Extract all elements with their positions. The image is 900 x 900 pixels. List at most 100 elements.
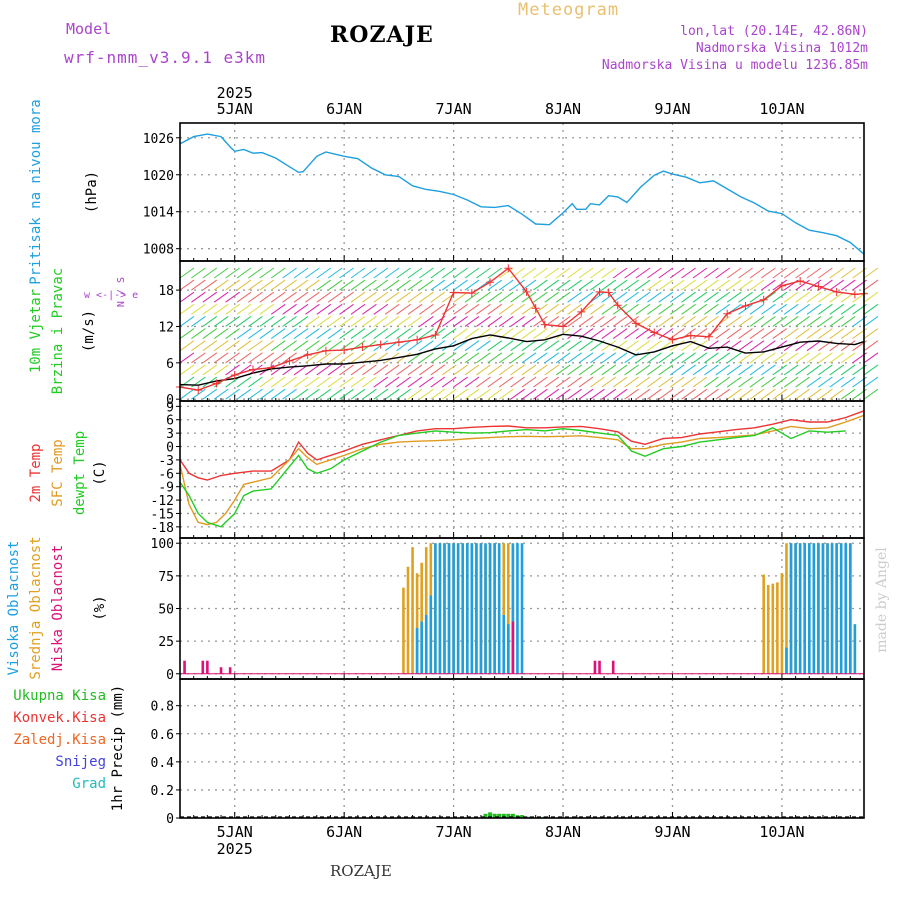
- wind-barb: [715, 279, 731, 291]
- wind-barb: [704, 364, 719, 376]
- wind-barb: [384, 388, 400, 400]
- wind-barb: [669, 267, 685, 279]
- wind-barb: [259, 340, 275, 352]
- wind-barb: [305, 340, 320, 352]
- bar-clouds-1: [789, 543, 793, 674]
- wind-barb: [692, 388, 708, 400]
- wind-barb: [441, 340, 457, 352]
- wind-barb: [396, 328, 411, 339]
- y-tick-label: 18: [158, 284, 174, 299]
- y-tick-label: -18: [151, 521, 174, 536]
- panel-frame-precip: [179, 678, 865, 819]
- wind-barb: [248, 279, 263, 291]
- wind-barb: [225, 328, 240, 339]
- wind-barb: [259, 291, 275, 303]
- wind-barb: [248, 291, 263, 303]
- y-tick-label: 6: [166, 357, 174, 372]
- y-tick-label: 0: [166, 441, 174, 456]
- bar-clouds-1: [479, 543, 483, 674]
- wind-barb: [316, 364, 332, 376]
- wind-barb: [350, 267, 366, 279]
- bar-clouds-2: [598, 660, 601, 674]
- wind-barb: [293, 328, 309, 339]
- gust-marker: [796, 277, 805, 285]
- wind-barb: [783, 267, 799, 279]
- wind-barb: [749, 279, 765, 291]
- ylabel-wind-unit: (m/s): [81, 310, 97, 352]
- wind-barb: [498, 352, 514, 364]
- wind-barb: [282, 328, 297, 339]
- wind-barb: [829, 364, 845, 376]
- wind-barb: [612, 328, 628, 339]
- wind-barb: [213, 340, 229, 352]
- wind-barb: [179, 376, 195, 388]
- elevation-text: Nadmorska Visina 1012m: [695, 41, 868, 56]
- y-tick-label: -15: [151, 507, 174, 522]
- wind-barb: [715, 340, 731, 352]
- wind-barb: [191, 303, 206, 315]
- wind-barb: [498, 291, 514, 303]
- wind-barb: [453, 364, 468, 376]
- wind-barb: [339, 352, 354, 364]
- wind-barb: [669, 316, 685, 327]
- bar-clouds-1: [438, 543, 442, 674]
- wind-barb: [236, 340, 252, 352]
- y-tick-label: -12: [151, 494, 174, 509]
- bar-clouds-0: [785, 543, 788, 674]
- wind-barb: [567, 291, 582, 303]
- wind-barb: [533, 388, 548, 400]
- wind-barb: [555, 352, 571, 364]
- wind-barb: [396, 316, 411, 327]
- wind-barb: [761, 388, 776, 400]
- wind-barb: [772, 267, 788, 279]
- bar-clouds-1: [826, 543, 829, 674]
- wind-barb: [612, 267, 628, 279]
- wind-barb: [327, 303, 343, 315]
- wind-barb: [681, 267, 696, 279]
- wind-barb: [225, 364, 240, 376]
- wind-barb: [270, 303, 286, 315]
- wind-barb: [533, 291, 548, 303]
- wind-barb: [339, 376, 354, 388]
- wind-barb: [327, 328, 343, 339]
- wind-barb: [316, 303, 332, 315]
- wind-barb: [510, 376, 525, 388]
- wind-barb: [339, 364, 354, 376]
- wind-barb: [179, 316, 195, 327]
- wind-barb: [624, 303, 639, 315]
- wind-barb: [282, 376, 297, 388]
- wind-barb: [738, 388, 753, 400]
- wind-barb: [726, 352, 742, 364]
- wind-barb: [225, 303, 240, 315]
- wind-barb: [453, 316, 468, 327]
- wind-barb: [818, 376, 833, 388]
- model-label: Model: [66, 20, 112, 38]
- wind-barb: [419, 376, 434, 388]
- bar-clouds-2: [201, 660, 205, 674]
- wind-barb: [567, 388, 582, 400]
- wind-barb: [179, 303, 195, 315]
- wind-barb: [362, 303, 377, 315]
- wind-barb: [533, 340, 548, 352]
- wind-barb: [316, 316, 332, 327]
- wind-barb: [567, 267, 582, 279]
- wind-barb: [476, 352, 491, 364]
- wind-barb: [567, 316, 582, 327]
- wind-barb: [327, 279, 343, 291]
- wind-barb: [236, 376, 252, 388]
- bar-clouds-1: [420, 621, 423, 674]
- wind-barb: [761, 328, 776, 339]
- wind-barb: [476, 364, 491, 376]
- wind-barb: [202, 303, 218, 315]
- wind-barb: [533, 316, 548, 327]
- wind-barb: [510, 291, 525, 303]
- wind-barb: [419, 279, 434, 291]
- wind-barb: [624, 267, 639, 279]
- wind-barb: [738, 328, 753, 339]
- gust-marker: [650, 328, 659, 337]
- wind-barb: [396, 291, 411, 303]
- bar-clouds-0: [771, 583, 775, 674]
- wind-barb: [373, 267, 389, 279]
- wind-barb: [749, 352, 765, 364]
